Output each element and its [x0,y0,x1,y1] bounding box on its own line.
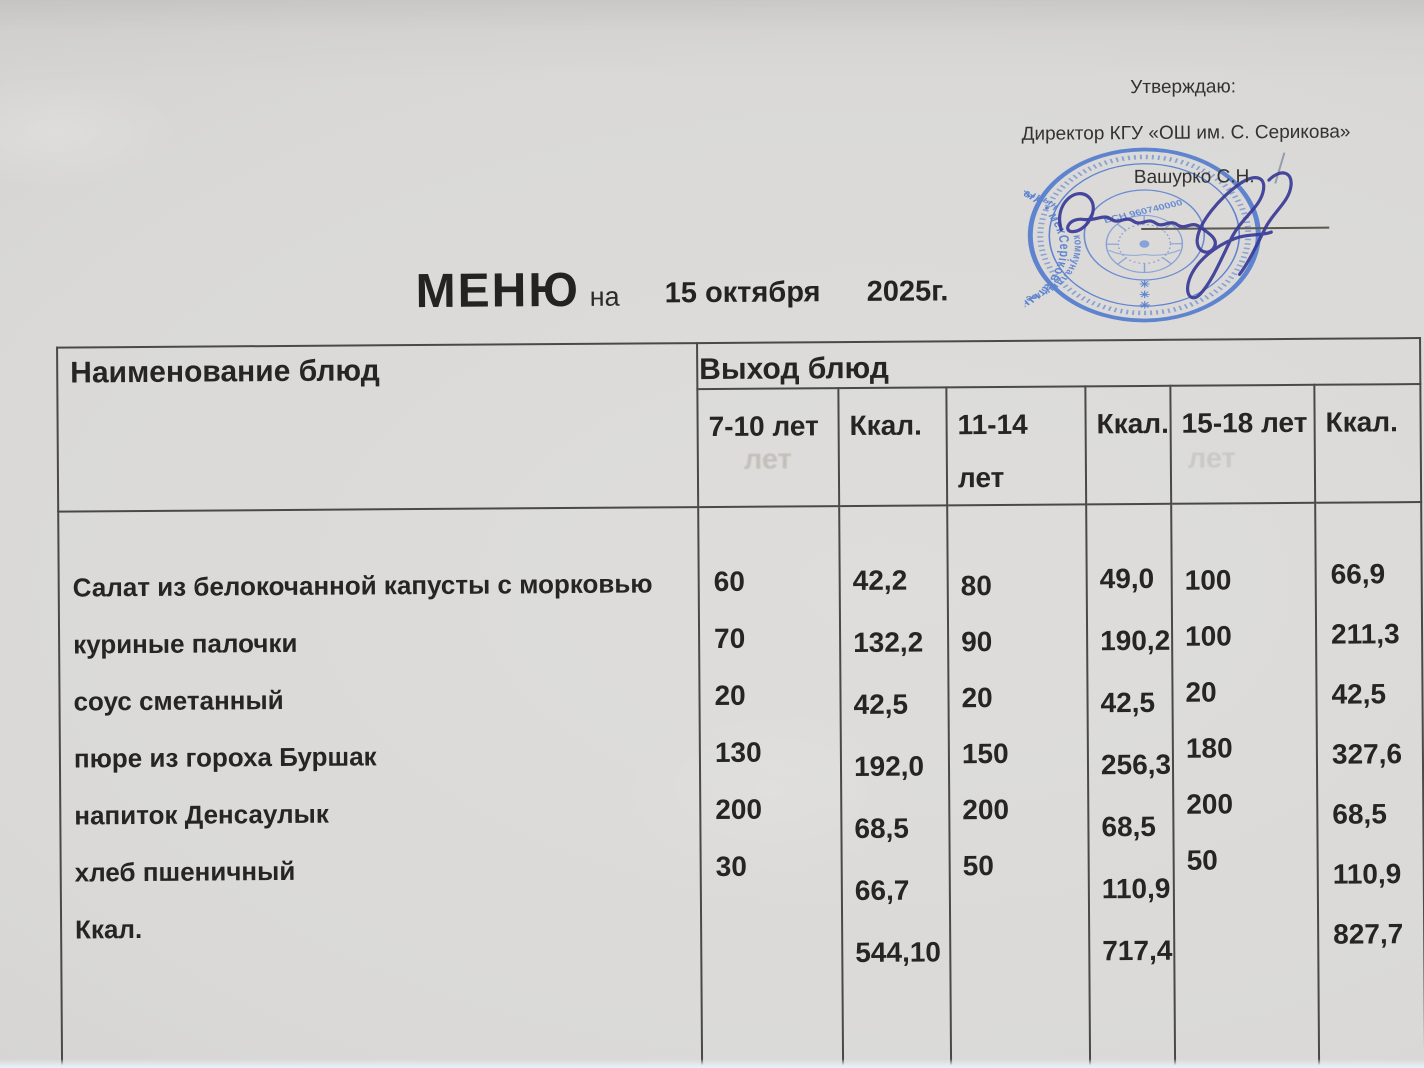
table-body-row: Салат из белокочанной капусты с морковью… [58,502,1424,1068]
portion-value: 150 [961,738,1009,770]
dishes-column-header: Наименование блюд [57,343,699,512]
dish-name: хлеб пшеничный [74,856,296,888]
kcal-value: 110,9 [1101,873,1171,905]
kcal-15-18-cell: 66,9 211,3 42,5 327,6 68,5 110,9 827,7 [1315,502,1424,1068]
kcal-value: 42,5 [853,689,909,721]
portions-7-10-cell: 60 70 20 130 200 30 [698,506,844,1068]
kcal-value: 49,0 [1099,563,1155,595]
portion-value: 100 [1184,620,1232,653]
kcal-value: 42,5 [1100,687,1156,719]
dish-name: соус сметанный [73,685,284,717]
age-header-11-14: 11-14 лет [946,386,1087,506]
portion-value: 50 [962,850,994,882]
dish-name: пюре из гороха Буршак [73,741,377,774]
kcal-header-1: Ккал. [838,387,948,507]
age-header-15-18: 15-18 лет [1170,384,1316,505]
kcal-value: 42,2 [852,565,908,597]
kcal-value: 256,3 [1100,749,1172,781]
kcal-7-10-cell: 42,2 132,2 42,5 192,0 68,5 66,7 544,10 [839,505,952,1068]
title-date-day: 15 октября [664,276,821,310]
portions-11-14-cell: 80 90 20 150 200 50 [947,504,1091,1068]
portion-value: 20 [714,680,746,712]
kcal-value: 132,2 [853,626,924,659]
portion-value: 30 [715,851,747,883]
kcal-value: 190,2 [1100,625,1171,657]
dish-names-cell: Салат из белокочанной капусты с морковью… [58,507,703,1068]
kcal-11-14-cell: 49,0 190,2 42,5 256,3 68,5 110,9 717,4 [1086,504,1176,1068]
dish-name: куриные палочки [73,628,298,660]
portion-value: 20 [1185,676,1217,709]
kcal-header-3: Ккал. [1314,384,1422,504]
portion-value: 200 [1186,788,1234,821]
dish-name: напиток Денсаулык [74,799,329,831]
portion-value: 200 [715,794,763,826]
stamp-emblem [1105,214,1184,274]
portion-value: 90 [961,626,993,658]
dish-name: Салат из белокочанной капусты с морковью [72,568,653,603]
kcal-value: 66,9 [1330,558,1386,591]
kcal-value: 192,0 [853,750,925,783]
stamp-asterisk: ✳ [1139,290,1150,300]
kcal-value: 68,5 [1332,798,1387,831]
page-title: МЕНЮ [415,263,581,319]
title-preposition: на [589,281,620,312]
director-name: Вашурко С.Н. [1133,166,1255,189]
portion-value: 60 [713,566,745,598]
kcal-value: 110,9 [1332,858,1402,891]
portions-15-18-cell: 100 100 20 180 200 50 [1171,503,1320,1068]
dish-name: Ккал. [75,914,143,945]
menu-table: Наименование блюд Выход блюд 7-10 лет Кк… [56,337,1424,1068]
handwritten-signature [1058,171,1293,300]
portion-value: 20 [961,682,993,714]
portion-value: 100 [1184,564,1232,597]
portion-value: 50 [1186,844,1218,877]
kcal-header-2: Ккал. [1085,385,1172,505]
kcal-value: 68,5 [854,813,910,845]
output-column-header: Выход блюд [697,338,1421,390]
kcal-value: 544,10 [855,936,942,969]
approval-label: Утверждаю: [1130,76,1237,99]
director-title: Директор КГУ «ОШ им. С. Серикова» [1021,121,1351,145]
kcal-value: 327,6 [1331,738,1403,771]
age-header-7-10: 7-10 лет [697,388,840,508]
portion-value: 70 [713,623,746,655]
portion-value: 80 [960,570,993,602]
stamp-asterisk: ✳ [1139,301,1150,311]
kcal-value: 42,5 [1331,678,1387,711]
portion-value: 130 [714,737,762,769]
portion-value: 200 [962,794,1010,826]
kcal-value: 827,7 [1333,918,1404,951]
portion-value: 180 [1185,732,1233,765]
kcal-value: 66,7 [854,875,910,907]
kcal-value: 68,5 [1101,811,1157,843]
stamp-asterisk: ✳ [1139,280,1150,290]
kcal-value: 717,4 [1102,935,1173,967]
kcal-value: 211,3 [1330,618,1400,651]
title-date-year: 2025г. [866,275,949,308]
